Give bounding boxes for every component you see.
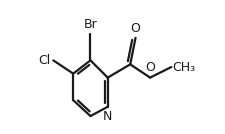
Text: O: O bbox=[130, 22, 140, 35]
Text: CH₃: CH₃ bbox=[172, 60, 195, 74]
Text: Cl: Cl bbox=[38, 54, 50, 67]
Text: N: N bbox=[103, 110, 112, 123]
Text: Br: Br bbox=[83, 18, 97, 31]
Text: O: O bbox=[144, 61, 154, 74]
